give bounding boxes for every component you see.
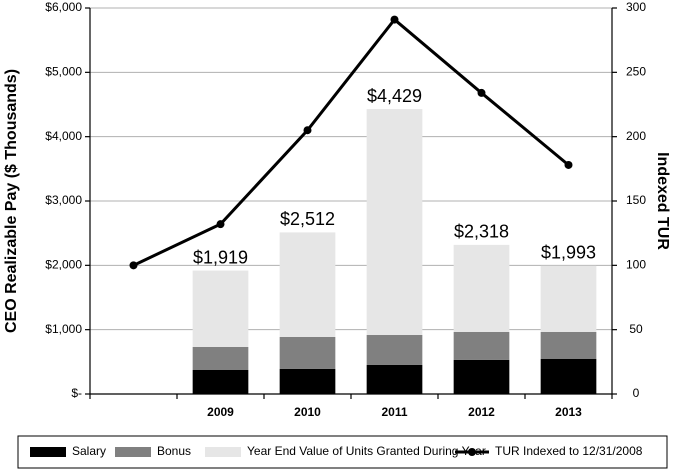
y-tick-label: $1,000: [45, 322, 82, 336]
bar-segment: [366, 335, 423, 365]
bar-segment: [192, 346, 249, 371]
y-axis-title: CEO Realizable Pay ($ Thousands): [3, 69, 20, 333]
y-tick-label: $6,000: [45, 0, 82, 14]
legend-label: TUR Indexed to 12/31/2008: [495, 444, 643, 458]
y2-axis-title: Indexed TUR: [654, 152, 671, 250]
legend-label: Salary: [72, 444, 106, 458]
bar-segment: [279, 368, 336, 394]
total-label: $2,512: [280, 209, 335, 229]
legend-swatch: [115, 447, 151, 457]
line-marker: [129, 261, 138, 270]
legend-label: Bonus: [157, 444, 191, 458]
y-tick-label: $5,000: [45, 65, 82, 79]
bar-segment: [366, 364, 423, 394]
legend-marker: [468, 448, 476, 456]
y2-tick-label: 200: [626, 129, 646, 143]
legend-swatch: [30, 447, 66, 457]
legend-swatch: [205, 447, 241, 457]
bar-segment: [453, 359, 510, 394]
y-tick-label: $2,000: [45, 258, 82, 272]
bar-segment: [279, 337, 336, 369]
y2-tick-label: 50: [629, 322, 643, 336]
total-label: $4,429: [367, 86, 422, 106]
x-tick-label: 2011: [381, 405, 407, 419]
legend-label: Year End Value of Units Granted During Y…: [247, 444, 486, 458]
bar-segment: [366, 109, 423, 336]
line-marker: [303, 126, 312, 135]
x-tick-label: 2012: [468, 405, 495, 419]
y2-tick-label: 300: [626, 0, 646, 14]
y-tick-label: $-: [71, 386, 82, 400]
line-marker: [564, 160, 573, 169]
x-tick-label: 2013: [555, 405, 582, 419]
total-label: $1,919: [193, 247, 248, 267]
line-marker: [477, 88, 486, 97]
bar-segment: [453, 331, 510, 360]
bar-segment: [192, 370, 249, 394]
bar-segment: [540, 265, 597, 332]
y2-tick-label: 250: [626, 65, 646, 79]
bar-segment: [540, 331, 597, 360]
y2-tick-label: 100: [626, 258, 646, 272]
bar-segment: [453, 244, 510, 332]
total-label: $1,993: [541, 243, 596, 263]
line-series: [132, 17, 570, 267]
y-tick-label: $3,000: [45, 193, 82, 207]
x-tick-label: 2010: [294, 405, 321, 419]
y-tick-label: $4,000: [45, 129, 82, 143]
bar-segment: [540, 359, 597, 394]
bar-segment: [192, 270, 249, 347]
total-label: $2,318: [454, 222, 509, 242]
x-tick-label: 2009: [207, 405, 234, 419]
y2-tick-label: 150: [626, 193, 646, 207]
line-marker: [390, 15, 399, 24]
y2-tick-label: 0: [633, 386, 640, 400]
bar-segment: [279, 232, 336, 338]
line-marker: [216, 220, 225, 229]
